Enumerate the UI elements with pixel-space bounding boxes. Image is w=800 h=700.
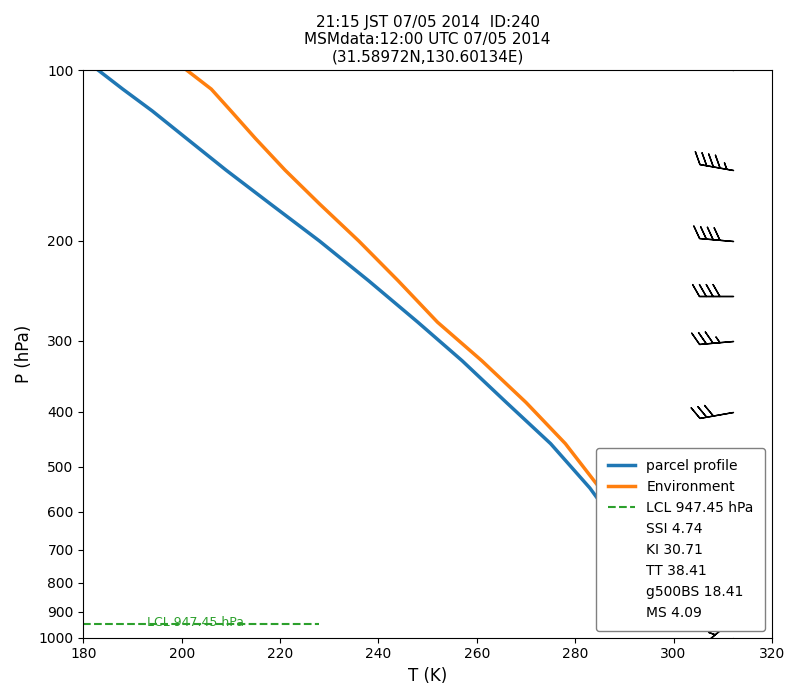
Text: LCL 947.45 hPa: LCL 947.45 hPa [147, 616, 244, 629]
Legend: parcel profile, Environment, LCL 947.45 hPa, SSI 4.74, KI 30.71, TT 38.41, g500B: parcel profile, Environment, LCL 947.45 … [597, 448, 765, 631]
X-axis label: T (K): T (K) [408, 667, 447, 685]
Title: 21:15 JST 07/05 2014  ID:240
MSMdata:12:00 UTC 07/05 2014
(31.58972N,130.60134E): 21:15 JST 07/05 2014 ID:240 MSMdata:12:0… [305, 15, 551, 65]
Y-axis label: P (hPa): P (hPa) [15, 325, 33, 383]
